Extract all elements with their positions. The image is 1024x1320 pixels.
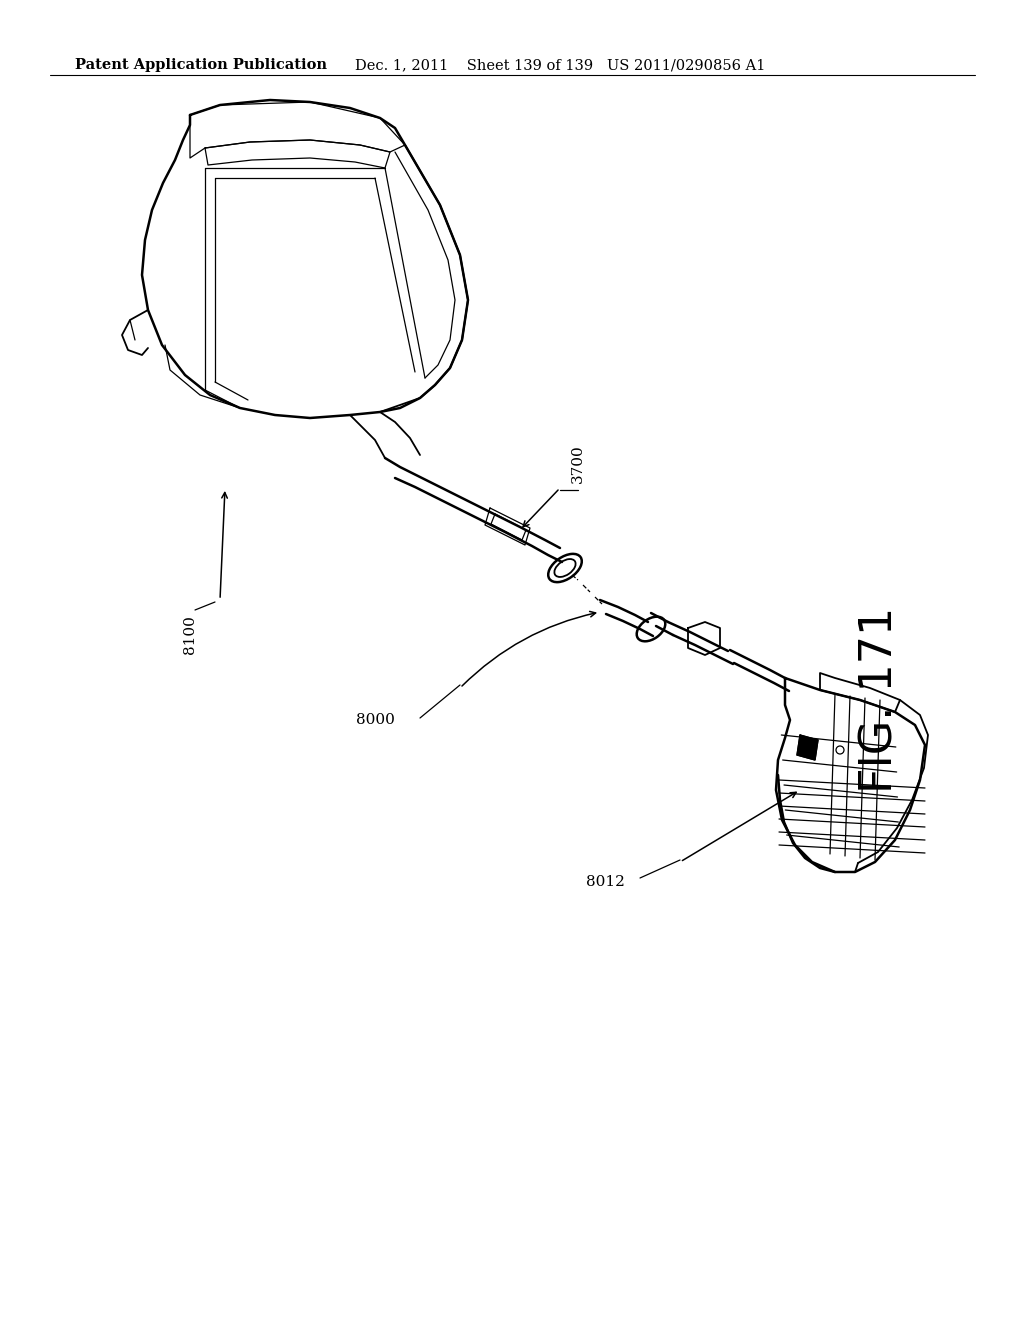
- Text: 8012: 8012: [586, 875, 625, 888]
- Text: FIG. 171: FIG. 171: [858, 607, 901, 793]
- Text: Dec. 1, 2011    Sheet 139 of 139   US 2011/0290856 A1: Dec. 1, 2011 Sheet 139 of 139 US 2011/02…: [355, 58, 765, 73]
- Text: 8100: 8100: [183, 615, 197, 655]
- Text: 3700: 3700: [571, 445, 585, 483]
- Polygon shape: [797, 735, 818, 760]
- Text: 8000: 8000: [355, 713, 394, 727]
- Text: Patent Application Publication: Patent Application Publication: [75, 58, 327, 73]
